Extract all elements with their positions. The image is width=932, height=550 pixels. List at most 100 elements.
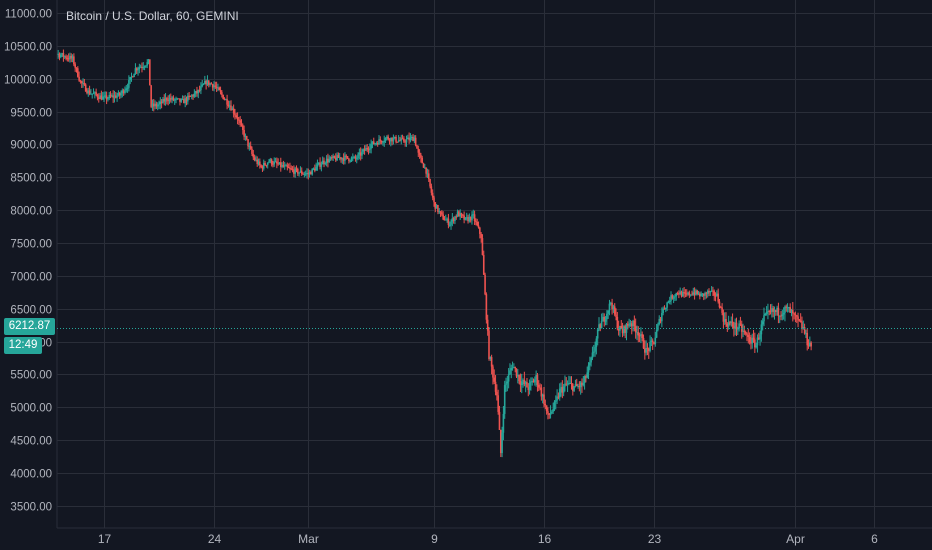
- candle-body: [290, 168, 293, 170]
- candle-body: [480, 233, 482, 239]
- candle-body: [413, 137, 416, 142]
- candle-body: [534, 379, 536, 383]
- candle-body: [797, 316, 799, 320]
- candle-body: [509, 370, 511, 375]
- candle-body: [386, 136, 388, 139]
- candle-body: [662, 308, 664, 314]
- candle-body: [84, 84, 87, 92]
- candle-body: [448, 224, 451, 226]
- candle-body: [90, 93, 92, 95]
- candle-body: [228, 105, 231, 107]
- candle-body: [414, 137, 417, 146]
- candle-body: [502, 413, 505, 433]
- horizontal-grid: [57, 13, 932, 507]
- candle-body: [560, 387, 562, 389]
- candle-body: [152, 103, 155, 107]
- candle-body: [240, 122, 243, 126]
- candle-body: [713, 291, 716, 296]
- candle-body: [710, 290, 713, 292]
- candle-body: [231, 108, 234, 111]
- candle-body: [278, 162, 281, 165]
- candle-body: [805, 332, 807, 334]
- candle-body: [105, 95, 108, 100]
- candle-body: [405, 139, 408, 143]
- candle-body: [809, 342, 811, 347]
- candle-body: [308, 172, 311, 175]
- candle-body: [304, 173, 307, 175]
- candle-body: [460, 213, 463, 215]
- candle-body: [636, 332, 638, 334]
- candle-body: [145, 65, 147, 67]
- candle-body: [59, 55, 62, 58]
- candle-body: [375, 143, 378, 145]
- candle-body: [604, 319, 607, 322]
- candle-body: [455, 216, 458, 218]
- candle-body: [320, 164, 323, 167]
- candle-body: [57, 53, 59, 55]
- candle-body: [799, 320, 802, 322]
- candle-body: [227, 104, 230, 107]
- candle-body: [412, 136, 414, 142]
- candle-body: [688, 292, 691, 296]
- candle-body: [723, 319, 726, 322]
- candle-body: [654, 337, 657, 345]
- candle-body: [213, 85, 215, 88]
- candle-body: [179, 98, 181, 102]
- candle-body: [156, 105, 159, 107]
- candle-body: [193, 93, 196, 97]
- candle-body: [617, 328, 620, 331]
- candle-body: [689, 294, 692, 296]
- candle-body: [452, 218, 455, 222]
- candle-body: [705, 292, 708, 294]
- candle-body: [730, 321, 733, 324]
- candle-body: [679, 291, 681, 295]
- candle-body: [722, 312, 725, 322]
- candle-body: [143, 66, 146, 68]
- candle-body: [205, 80, 207, 85]
- candle-body: [672, 297, 675, 299]
- candle-body: [473, 214, 476, 222]
- candle-body: [632, 320, 634, 327]
- candle-body: [782, 313, 785, 315]
- candle-body: [433, 197, 435, 203]
- candle-body: [171, 97, 173, 100]
- candle-body: [763, 315, 765, 322]
- candle-body: [311, 168, 314, 175]
- candle-body: [180, 99, 183, 102]
- candle-body: [579, 382, 582, 388]
- y-tick-label: 7500.00: [10, 239, 52, 251]
- candle-body: [421, 157, 424, 164]
- candle-body: [365, 148, 367, 151]
- candle-body: [257, 161, 260, 164]
- y-tick-label: 6500.00: [10, 305, 52, 317]
- candle-body: [661, 313, 663, 322]
- candle-body: [169, 98, 172, 100]
- candle-body: [175, 98, 177, 100]
- candle-body: [678, 293, 680, 295]
- candle-body: [70, 55, 73, 59]
- candle-body: [359, 152, 362, 156]
- candle-body: [545, 405, 548, 412]
- candle-body: [706, 290, 709, 294]
- candle-body: [612, 306, 615, 310]
- candle-body: [268, 161, 270, 163]
- candle-body: [285, 165, 287, 167]
- candle-body: [527, 387, 530, 391]
- candle-body: [325, 158, 328, 164]
- x-tick-label: 24: [208, 532, 222, 546]
- candle-body: [447, 218, 450, 225]
- candle-body: [607, 310, 609, 314]
- candle-body: [197, 90, 200, 94]
- candle-body: [429, 179, 431, 187]
- candle-body: [416, 145, 418, 149]
- candle-body: [103, 96, 105, 98]
- candle-body: [549, 413, 552, 415]
- candle-body: [214, 85, 217, 87]
- candle-body: [324, 163, 327, 165]
- candle-body: [524, 382, 527, 385]
- candle-body: [774, 310, 777, 312]
- candle-body: [454, 216, 456, 222]
- candle-body: [742, 330, 744, 332]
- candle-body: [718, 301, 721, 308]
